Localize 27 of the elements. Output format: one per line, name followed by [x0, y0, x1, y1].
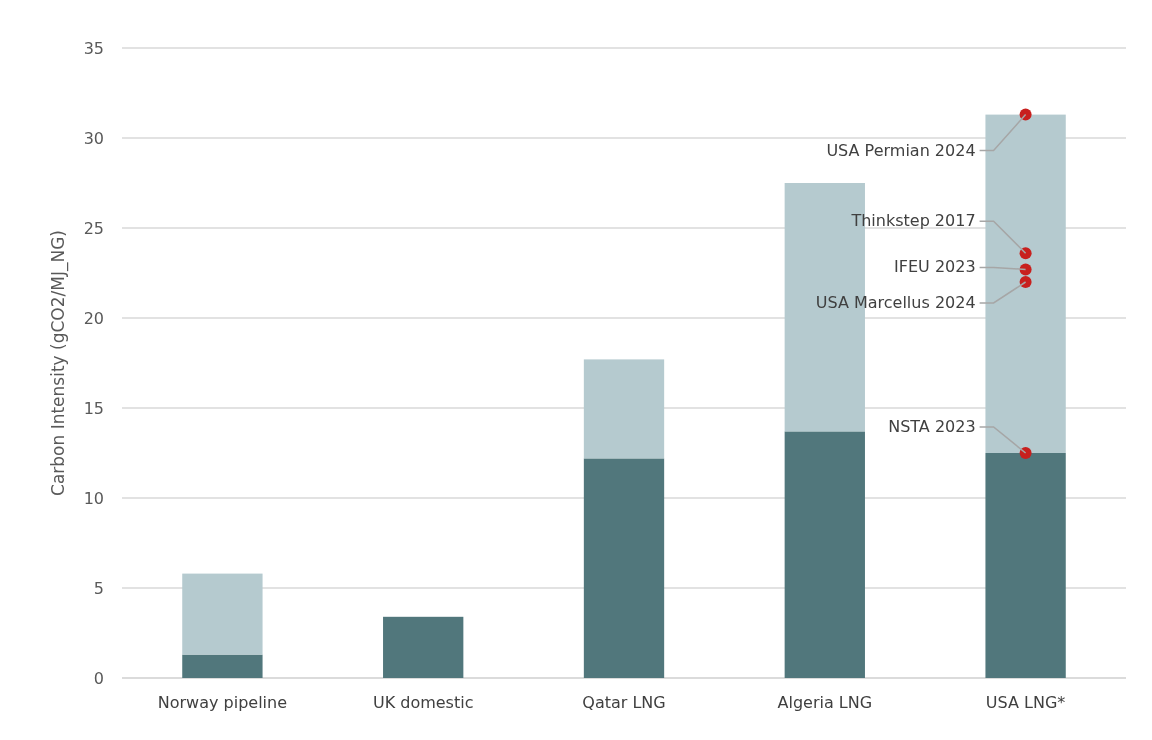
y-tick-label: 0	[93, 668, 104, 688]
bar	[583, 359, 665, 459]
annotation: IFEU 2023	[894, 257, 976, 277]
bar	[182, 654, 263, 678]
bar	[182, 573, 263, 655]
y-tick-label: 25	[83, 218, 104, 238]
y-tick-label: 10	[83, 488, 104, 508]
y-tick-label: 30	[83, 128, 104, 148]
y-tick-label: 15	[83, 398, 104, 418]
y-tick-label: 35	[83, 38, 104, 58]
y-tick-label: 20	[83, 308, 104, 328]
annotation: Thinkstep 2017	[850, 211, 976, 231]
y-axis-title: Carbon Intensity (gCO2/MJ_NG)	[48, 230, 69, 496]
x-tick-label: UK domestic	[372, 693, 474, 712]
bar	[583, 458, 665, 678]
x-tick-label: Qatar LNG	[582, 693, 666, 712]
annotation: USA Permian 2024	[826, 140, 976, 160]
annotation: USA Marcellus 2024	[815, 293, 976, 312]
y-tick-label: 5	[93, 578, 104, 598]
bar	[985, 114, 1066, 453]
bar	[383, 616, 464, 678]
x-tick-label: Algeria LNG	[777, 693, 873, 712]
x-tick-label: Norway pipeline	[157, 693, 288, 712]
x-tick-label: USA LNG*	[985, 693, 1066, 712]
bar	[985, 453, 1066, 678]
annotation: NSTA 2023	[888, 417, 976, 436]
bar	[784, 431, 865, 678]
